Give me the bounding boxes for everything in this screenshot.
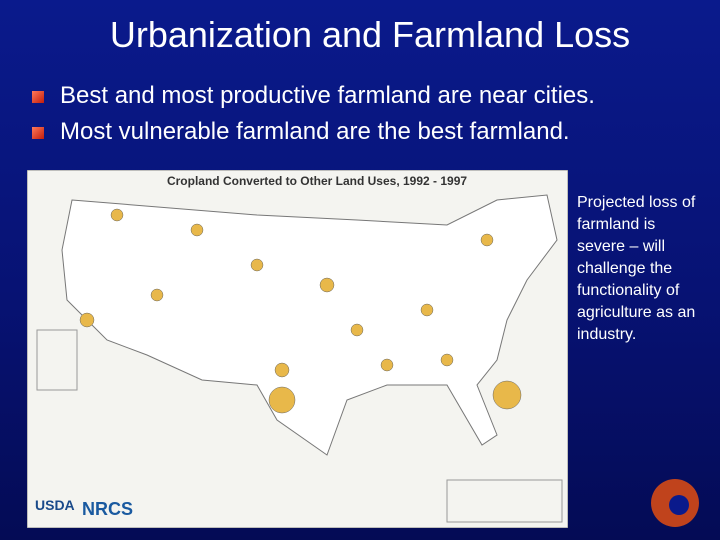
logo: [651, 479, 699, 527]
map-figure: Cropland Converted to Other Land Uses, 1…: [27, 170, 568, 528]
side-text-line: challenge the: [577, 260, 673, 277]
bullet-text: Best and most productive farmland are ne…: [60, 82, 595, 109]
side-text-line: severe – will: [577, 238, 666, 255]
pie-icons: [79, 208, 522, 414]
us-outline: [61, 194, 558, 456]
side-text-line: Projected loss of: [577, 194, 696, 211]
side-text: Projected loss of farmland is severe – wil…: [577, 192, 695, 346]
side-text-line: agriculture as an: [577, 304, 696, 321]
logo-text: USDA: [35, 497, 75, 513]
side-text-line: farmland is: [577, 216, 656, 233]
side-text-line: industry.: [577, 326, 637, 343]
source-box: [446, 479, 563, 523]
figure-title: Cropland Converted to Other Land Uses, 1…: [167, 174, 467, 188]
logo-text: NRCS: [82, 499, 133, 519]
inset-box: [36, 329, 78, 391]
side-text-line: functionality of: [577, 282, 680, 299]
slide-title: Urbanization and Farmland Loss: [109, 14, 631, 55]
logo-hole: [669, 495, 689, 515]
bullet-text: Most vulnerable farmland are the best fa…: [60, 118, 570, 145]
